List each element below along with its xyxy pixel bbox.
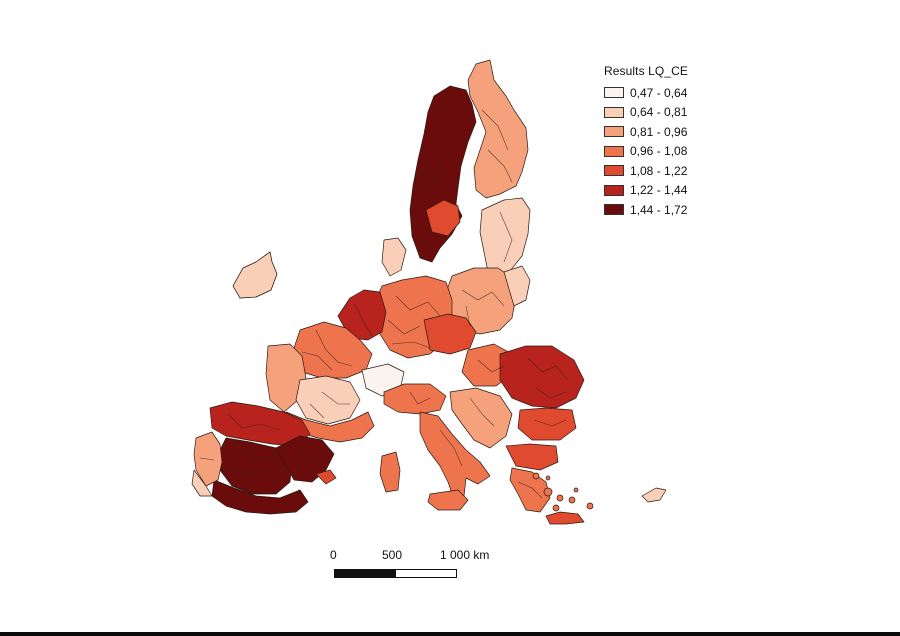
region-finland [467, 59, 529, 199]
region-sweden-south [425, 199, 461, 237]
legend-swatch [604, 87, 624, 99]
boundary-line [301, 351, 333, 371]
boundary-line [387, 319, 421, 335]
boundary-line [235, 489, 281, 495]
region-poland-east [503, 265, 531, 307]
boundary-line [227, 413, 281, 431]
boundary-line [395, 295, 441, 317]
region-layer [191, 59, 667, 525]
region-greece [509, 467, 551, 513]
boundary-line [295, 445, 319, 461]
legend-label: 0,81 - 0,96 [630, 124, 688, 139]
boundary-line [461, 289, 505, 307]
region-sicily [427, 489, 469, 511]
region-greece-north [505, 443, 559, 471]
boundary-line [535, 387, 567, 399]
island [556, 494, 564, 502]
region-balearics [315, 469, 337, 485]
boundary-line [435, 99, 447, 191]
boundary-line [517, 481, 543, 499]
boundary-line [309, 403, 325, 419]
legend-item: 0,81 - 0,96 [604, 122, 754, 142]
boundary-line [417, 169, 449, 179]
boundary-line [465, 305, 471, 327]
legend-swatch [604, 145, 624, 157]
island [532, 472, 540, 480]
boundary-line [353, 303, 373, 337]
boundary-line [315, 329, 353, 367]
region-czech [423, 313, 477, 355]
scale-label-zero: 0 [330, 548, 337, 562]
boundary-line [487, 149, 513, 183]
region-crete [545, 511, 585, 525]
region-france-central [295, 375, 361, 425]
legend-swatch [604, 106, 624, 118]
region-ireland [232, 251, 278, 299]
legend-item: 1,08 - 1,22 [604, 161, 754, 181]
scale-label-mid: 500 [382, 548, 403, 562]
scale-bar: 0 500 1 000 km [322, 548, 489, 582]
region-portugal-south [191, 469, 213, 497]
scale-bar-black-segment [335, 570, 396, 577]
legend-label: 0,47 - 0,64 [630, 85, 688, 100]
legend-item: 1,22 - 1,44 [604, 181, 754, 201]
bottom-border [0, 632, 900, 636]
internal-boundaries [199, 99, 569, 499]
map-legend: Results LQ_CE 0,47 - 0,64 0,64 - 0,81 0,… [604, 64, 754, 220]
legend-swatch [604, 204, 624, 216]
region-spain-south [211, 479, 309, 515]
boundary-line [533, 419, 567, 427]
region-italy-south [419, 411, 491, 501]
legend-label: 0,64 - 0,81 [630, 105, 688, 120]
island [573, 487, 579, 493]
boundary-line [321, 391, 350, 405]
region-italy-north [383, 383, 447, 415]
boundary-line [477, 359, 505, 373]
boundary-line [469, 397, 495, 427]
legend-label: 1,08 - 1,22 [630, 163, 688, 178]
region-sardinia [379, 451, 401, 493]
island [543, 487, 553, 497]
island [586, 502, 594, 510]
region-balkans [449, 387, 513, 449]
legend-swatch [604, 165, 624, 177]
legend-swatch [604, 184, 624, 196]
boundary-line [527, 357, 569, 381]
legend-label: 1,22 - 1,44 [630, 183, 688, 198]
region-bulgaria [517, 407, 577, 441]
region-norway-west [381, 237, 407, 277]
legend-swatch [604, 126, 624, 138]
region-romania [499, 345, 585, 409]
legend-item: 0,96 - 1,08 [604, 142, 754, 162]
legend-item: 0,64 - 0,81 [604, 103, 754, 123]
boundary-line [199, 457, 215, 461]
boundary-line [499, 211, 513, 263]
region-baltics [479, 197, 531, 277]
boundary-line [391, 341, 431, 349]
boundary-line [409, 391, 431, 405]
scale-bar-graphic [334, 569, 457, 578]
legend-label: 1,44 - 1,72 [630, 202, 688, 217]
boundary-line [243, 445, 281, 461]
boundary-line [439, 429, 463, 467]
island [552, 504, 560, 512]
boundary-line [481, 109, 509, 151]
legend-item: 0,47 - 0,64 [604, 83, 754, 103]
island [545, 475, 551, 481]
region-cyprus [641, 487, 667, 503]
boundary-line [233, 469, 273, 477]
scale-label-end: 1 000 km [440, 548, 490, 562]
legend-title: Results LQ_CE [604, 64, 688, 78]
legend-item: 1,44 - 1,72 [604, 200, 754, 220]
island [568, 496, 576, 504]
legend-label: 0,96 - 1,08 [630, 144, 688, 159]
